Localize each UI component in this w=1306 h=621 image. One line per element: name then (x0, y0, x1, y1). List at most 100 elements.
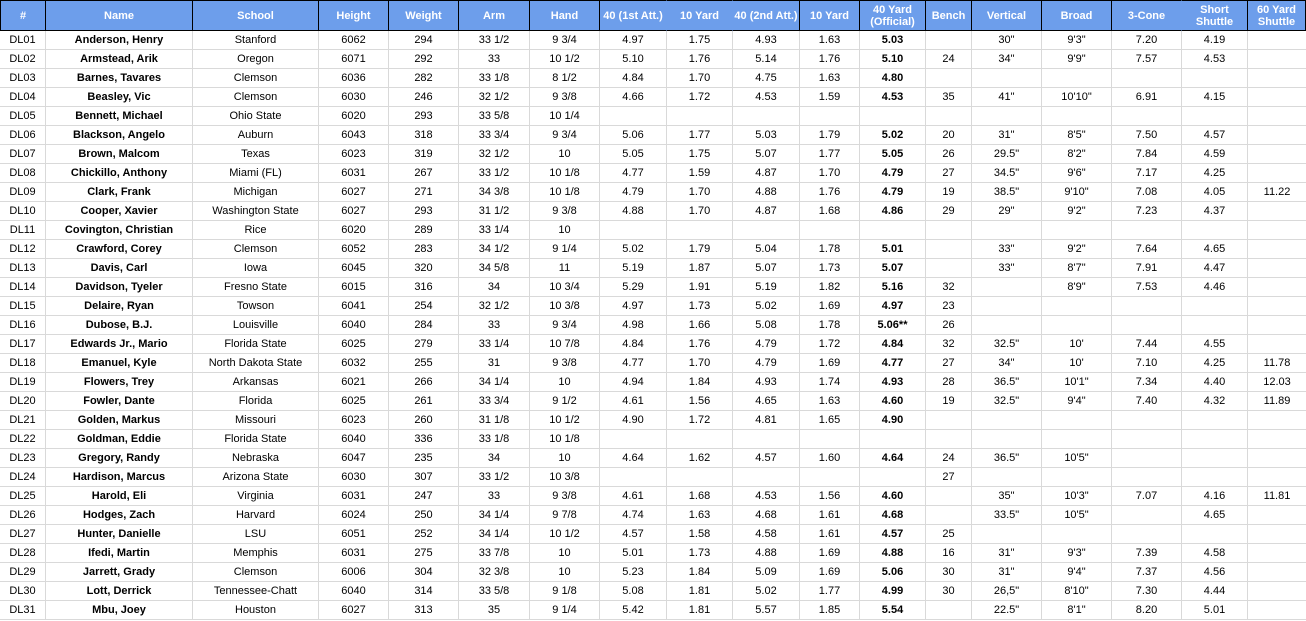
cell-short_shuttle[interactable] (1181, 525, 1247, 544)
cell-ten_second[interactable]: 1.77 (799, 582, 859, 601)
cell-ten_second[interactable] (799, 430, 859, 449)
cell-arm[interactable]: 34 1/4 (458, 506, 529, 525)
cell-arm[interactable]: 32 1/2 (458, 297, 529, 316)
cell-school[interactable]: Tennessee-Chatt (192, 582, 318, 601)
cell-school[interactable]: Rice (192, 221, 318, 240)
cell-three_cone[interactable] (1111, 297, 1181, 316)
cell-height[interactable]: 6051 (318, 525, 388, 544)
cell-three_cone[interactable]: 7.17 (1111, 164, 1181, 183)
cell-short_shuttle[interactable]: 4.19 (1181, 31, 1247, 50)
cell-forty_official[interactable]: 5.06** (859, 316, 925, 335)
cell-ten_first[interactable]: 1.68 (666, 487, 732, 506)
cell-num[interactable]: DL22 (0, 430, 45, 449)
cell-hand[interactable]: 10 1/8 (529, 430, 599, 449)
cell-name[interactable]: Flowers, Trey (45, 373, 192, 392)
cell-hand[interactable]: 10 (529, 544, 599, 563)
cell-height[interactable]: 6031 (318, 544, 388, 563)
cell-three_cone[interactable] (1111, 449, 1181, 468)
cell-forty_first[interactable]: 4.97 (599, 297, 666, 316)
cell-broad[interactable] (1041, 411, 1111, 430)
cell-weight[interactable]: 313 (388, 601, 458, 620)
cell-weight[interactable]: 260 (388, 411, 458, 430)
cell-ten_second[interactable]: 1.72 (799, 335, 859, 354)
cell-ten_second[interactable]: 1.61 (799, 506, 859, 525)
cell-arm[interactable]: 34 (458, 278, 529, 297)
column-header-name[interactable]: Name (45, 0, 192, 31)
cell-num[interactable]: DL16 (0, 316, 45, 335)
cell-arm[interactable]: 33 3/4 (458, 392, 529, 411)
cell-height[interactable]: 6045 (318, 259, 388, 278)
cell-bench[interactable]: 26 (925, 145, 971, 164)
column-header-ten_first[interactable]: 10 Yard (666, 0, 732, 31)
cell-sixty_shuttle[interactable]: 12.03 (1247, 373, 1306, 392)
cell-ten_second[interactable] (799, 107, 859, 126)
cell-ten_second[interactable]: 1.63 (799, 392, 859, 411)
cell-height[interactable]: 6025 (318, 335, 388, 354)
cell-forty_first[interactable]: 5.23 (599, 563, 666, 582)
cell-weight[interactable]: 318 (388, 126, 458, 145)
cell-vertical[interactable]: 32.5" (971, 335, 1041, 354)
cell-forty_first[interactable]: 4.84 (599, 69, 666, 88)
cell-bench[interactable]: 20 (925, 126, 971, 145)
cell-school[interactable]: Texas (192, 145, 318, 164)
cell-ten_second[interactable]: 1.77 (799, 145, 859, 164)
cell-height[interactable]: 6041 (318, 297, 388, 316)
cell-bench[interactable]: 24 (925, 449, 971, 468)
cell-weight[interactable]: 235 (388, 449, 458, 468)
cell-forty_first[interactable]: 4.64 (599, 449, 666, 468)
cell-sixty_shuttle[interactable] (1247, 525, 1306, 544)
cell-num[interactable]: DL18 (0, 354, 45, 373)
cell-ten_first[interactable]: 1.72 (666, 411, 732, 430)
cell-weight[interactable]: 261 (388, 392, 458, 411)
cell-arm[interactable]: 32 1/2 (458, 145, 529, 164)
cell-bench[interactable]: 30 (925, 582, 971, 601)
column-header-bench[interactable]: Bench (925, 0, 971, 31)
cell-height[interactable]: 6040 (318, 430, 388, 449)
cell-vertical[interactable]: 33.5" (971, 506, 1041, 525)
cell-name[interactable]: Fowler, Dante (45, 392, 192, 411)
cell-height[interactable]: 6025 (318, 392, 388, 411)
cell-sixty_shuttle[interactable] (1247, 107, 1306, 126)
cell-forty_official[interactable]: 4.53 (859, 88, 925, 107)
cell-broad[interactable]: 9'3" (1041, 31, 1111, 50)
cell-forty_official[interactable] (859, 221, 925, 240)
cell-arm[interactable]: 34 1/4 (458, 525, 529, 544)
cell-weight[interactable]: 267 (388, 164, 458, 183)
cell-forty_second[interactable]: 4.53 (732, 88, 799, 107)
cell-height[interactable]: 6024 (318, 506, 388, 525)
cell-three_cone[interactable]: 7.08 (1111, 183, 1181, 202)
cell-broad[interactable] (1041, 430, 1111, 449)
cell-num[interactable]: DL31 (0, 601, 45, 620)
cell-school[interactable]: Florida (192, 392, 318, 411)
cell-forty_second[interactable]: 5.02 (732, 297, 799, 316)
cell-hand[interactable]: 10 3/8 (529, 468, 599, 487)
cell-sixty_shuttle[interactable] (1247, 544, 1306, 563)
cell-sixty_shuttle[interactable] (1247, 145, 1306, 164)
cell-hand[interactable]: 9 3/4 (529, 316, 599, 335)
column-header-ten_second[interactable]: 10 Yard (799, 0, 859, 31)
cell-arm[interactable]: 34 (458, 449, 529, 468)
cell-height[interactable]: 6020 (318, 221, 388, 240)
cell-forty_first[interactable]: 5.19 (599, 259, 666, 278)
cell-forty_first[interactable]: 4.88 (599, 202, 666, 221)
cell-forty_second[interactable]: 4.79 (732, 335, 799, 354)
cell-three_cone[interactable]: 7.20 (1111, 31, 1181, 50)
cell-short_shuttle[interactable] (1181, 468, 1247, 487)
cell-num[interactable]: DL05 (0, 107, 45, 126)
cell-forty_first[interactable]: 5.29 (599, 278, 666, 297)
cell-short_shuttle[interactable]: 4.25 (1181, 354, 1247, 373)
cell-three_cone[interactable]: 7.44 (1111, 335, 1181, 354)
cell-vertical[interactable]: 36.5" (971, 373, 1041, 392)
column-header-num[interactable]: # (0, 0, 45, 31)
cell-sixty_shuttle[interactable] (1247, 582, 1306, 601)
cell-weight[interactable]: 307 (388, 468, 458, 487)
cell-school[interactable]: Louisville (192, 316, 318, 335)
cell-forty_second[interactable] (732, 221, 799, 240)
cell-num[interactable]: DL27 (0, 525, 45, 544)
cell-ten_second[interactable] (799, 221, 859, 240)
cell-three_cone[interactable] (1111, 430, 1181, 449)
cell-name[interactable]: Davis, Carl (45, 259, 192, 278)
cell-num[interactable]: DL06 (0, 126, 45, 145)
cell-broad[interactable] (1041, 297, 1111, 316)
cell-short_shuttle[interactable] (1181, 107, 1247, 126)
